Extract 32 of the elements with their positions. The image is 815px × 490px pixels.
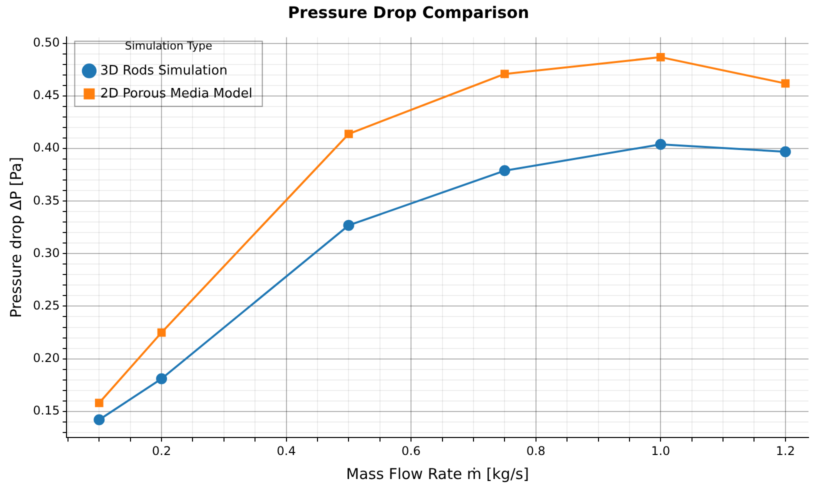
x-tick-label: 0.2: [152, 444, 172, 458]
point: [343, 220, 354, 231]
point: [94, 414, 105, 426]
x-tick-label: 0.4: [276, 444, 296, 458]
point: [780, 146, 791, 158]
x-tick-label: 1.2: [776, 444, 795, 458]
point: [156, 373, 168, 384]
point: [499, 165, 510, 176]
legend-label: 2D Porous Media Model: [100, 86, 252, 102]
y-tick-label: 0.40: [33, 140, 60, 155]
point: [94, 398, 104, 408]
x-tick-label: 0.8: [526, 444, 546, 458]
point: [500, 70, 509, 78]
x-tick-label: 0.6: [402, 444, 421, 458]
point: [655, 138, 666, 150]
y-tick-label: 0.30: [33, 246, 60, 260]
y-tick-label: 0.20: [33, 350, 60, 365]
legend-label: 3D Rods Simulation: [100, 63, 228, 78]
y-tick-label: 0.35: [33, 193, 60, 208]
chart-title: Pressure Drop Comparison: [288, 2, 530, 22]
legend-title: Simulation Type: [124, 40, 212, 53]
x-axis-title: Mass Flow Rate ṁ [kg/s]: [346, 464, 530, 483]
point: [656, 52, 665, 62]
x-tick-label: 1.0: [651, 444, 670, 458]
point: [157, 328, 166, 337]
y-tick-label: 0.25: [33, 298, 60, 312]
point: [781, 79, 790, 88]
y-axis-title: Pressure drop ΔP [Pa]: [6, 156, 25, 318]
point: [344, 130, 353, 138]
y-tick-label: 0.45: [33, 88, 60, 102]
y-tick-label: 0.15: [33, 403, 60, 418]
y-tick-label: 0.50: [33, 36, 60, 50]
